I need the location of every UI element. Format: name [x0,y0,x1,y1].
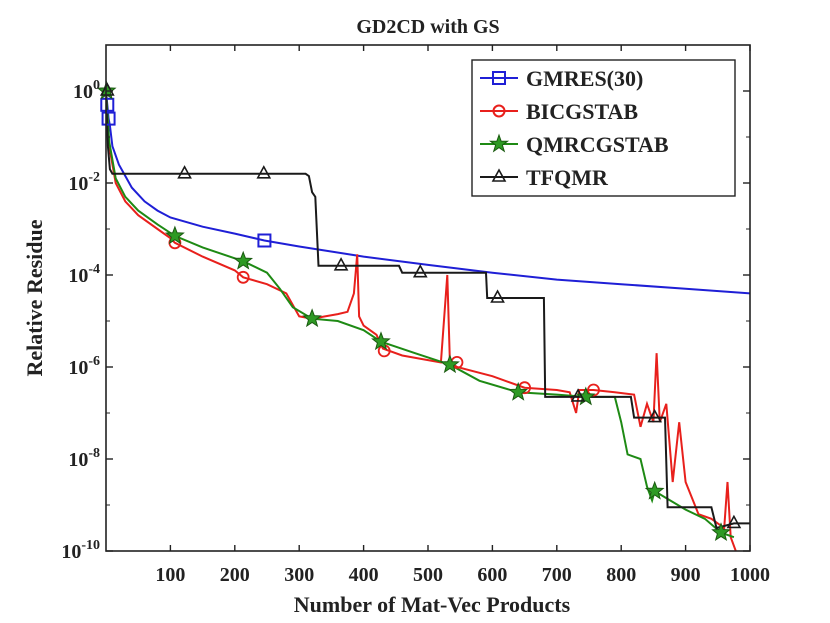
series-marker-3 [99,82,115,96]
series-marker-0 [101,111,116,126]
x-tick-label: 300 [284,564,314,586]
x-tick-label: 700 [542,564,572,586]
series-line-1 [106,90,737,551]
x-tick-label: 600 [477,564,507,586]
series-marker-3 [726,514,742,529]
series-marker-2 [302,308,322,328]
marker-layer [96,80,742,542]
series-marker-3 [177,165,192,179]
y-tick-label: 10-2 [68,170,100,195]
legend-marker-bicgstab [492,104,506,118]
series-marker-2 [164,225,185,245]
legend-entry-gmres: GMRES(30) [480,66,643,91]
legend-entry-bicgstab: BICGSTAB [480,99,638,124]
series-marker-3 [490,289,505,303]
y-axis-label: Relative Residue [22,219,47,376]
legend-label-gmres: GMRES(30) [526,66,643,91]
series-marker-3 [256,165,272,179]
y-tick-label: 100 [73,78,100,103]
legend-label-tfqmr: TFQMR [526,165,609,190]
y-tick-label: 10-4 [68,262,100,287]
legend: GMRES(30) BICGSTAB QMRCGSTAB TFQMR [471,59,736,197]
y-tick-label: 10-6 [68,354,100,379]
x-tick-label: 900 [671,564,701,586]
series-marker-3 [333,257,349,271]
series-marker-2 [644,480,665,500]
x-tick-label: 400 [349,564,379,586]
legend-marker-qmrcgstab [488,133,510,153]
legend-label-qmrcgstab: QMRCGSTAB [526,132,669,157]
series-marker-0 [257,233,272,248]
x-tick-label: 800 [606,564,636,586]
x-tick-label: 1000 [730,564,770,586]
y-tick-label: 10-8 [68,446,100,471]
y-tick-label: 10-10 [61,538,100,563]
y-axis: 100 10-2 10-4 10-6 10-8 10-10 [61,78,750,563]
series-marker-2 [508,381,529,401]
chart-title: GD2CD with GS [356,16,499,38]
series-line-3 [106,90,750,530]
x-tick-label: 500 [413,564,443,586]
x-tick-label: 200 [220,564,250,586]
x-axis: 100 200 300 400 500 600 700 800 900 1000 [155,45,770,586]
x-tick-label: 100 [155,564,185,586]
legend-marker-tfqmr [491,168,507,182]
legend-entry-tfqmr: TFQMR [480,165,609,190]
legend-box [471,59,736,197]
series-marker-2 [233,250,254,270]
series-marker-1 [587,383,600,397]
legend-marker-gmres [492,71,506,85]
series-marker-3 [570,388,586,402]
series-marker-2 [371,331,391,351]
series-marker-3 [412,264,428,278]
series-marker-0 [100,97,115,112]
series-marker-1 [236,270,250,284]
legend-label-bicgstab: BICGSTAB [526,99,638,124]
series-line-0 [106,90,750,295]
series-marker-2 [575,386,596,406]
legend-entry-qmrcgstab: QMRCGSTAB [480,132,669,157]
x-axis-label: Number of Mat-Vec Products [294,592,571,617]
series-marker-2 [711,522,731,542]
series-marker-3 [647,408,663,423]
series-marker-2 [439,354,460,374]
